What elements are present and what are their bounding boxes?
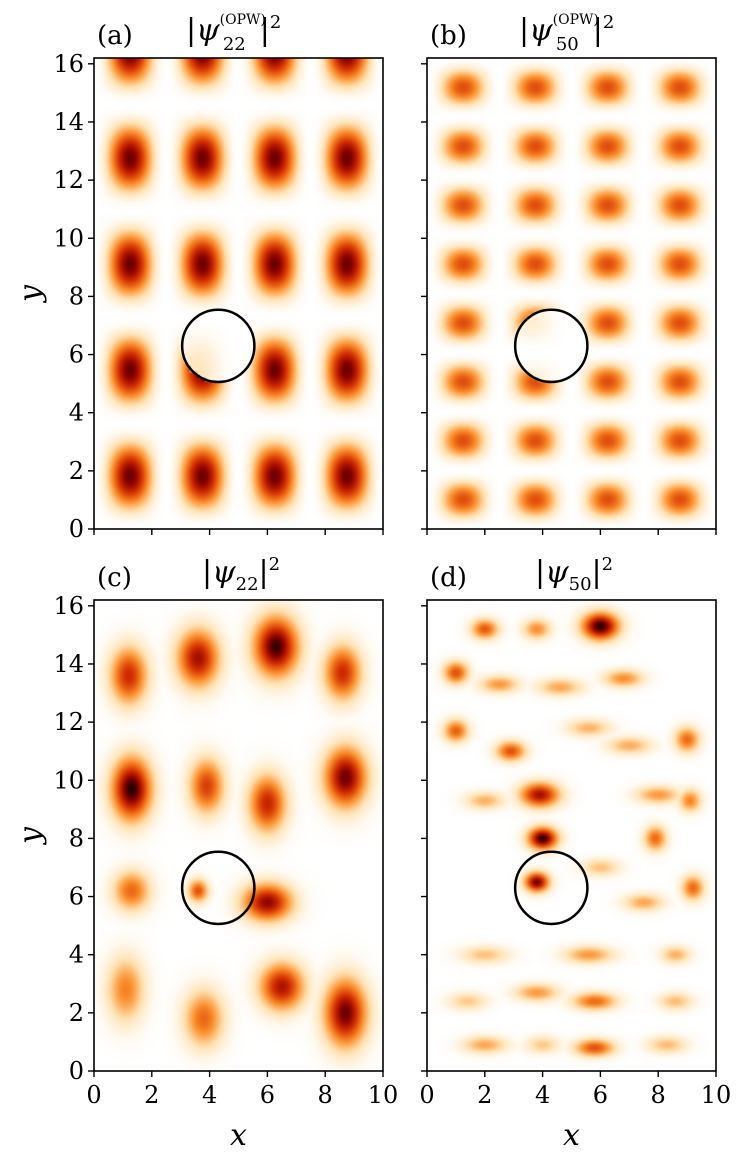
panel-c: 0 2 4 6 8 10 12 14 16 0 2 4 6 8 10 y x (c) |ψ22|2: [13, 554, 398, 1153]
y-tick-label: 16: [53, 50, 84, 78]
x-tick-label: 6: [593, 1081, 608, 1109]
y-tick-label: 12: [53, 166, 84, 194]
x-tick-label: 2: [477, 1081, 492, 1109]
x-tick-label: 6: [260, 1081, 275, 1109]
y-tick-label: 2: [69, 999, 84, 1027]
y-tick-label: 10: [53, 766, 84, 794]
y-tick-label: 8: [69, 282, 84, 310]
y-tick-label: 4: [69, 941, 84, 969]
y-axis-label: y: [13, 826, 48, 846]
x-tick-label: 0: [86, 1081, 101, 1109]
scatterer-circle: [513, 850, 589, 926]
plot-frame: [93, 599, 384, 1072]
plot-frame: [93, 57, 384, 530]
y-tick-label: 8: [69, 824, 84, 852]
plot-frame: [426, 599, 717, 1072]
y-tick-label: 0: [69, 1057, 84, 1085]
panel-title: |ψ50|2: [535, 554, 613, 595]
x-axis-label: x: [230, 1118, 247, 1153]
heatmap-image: [427, 58, 716, 529]
panel-title: |ψ22|2: [202, 554, 280, 595]
heatmap-image: [94, 58, 383, 529]
heatmap-image: [427, 600, 716, 1071]
x-tick-label: 4: [202, 1081, 217, 1109]
panel-b: (b) |ψ(OPW) 50 |2: [421, 12, 717, 535]
panel-title: |ψ(OPW) 22 |2: [186, 12, 281, 55]
y-axis-label: y: [13, 284, 48, 304]
x-tick-label: 2: [144, 1081, 159, 1109]
x-tick-label: 0: [419, 1081, 434, 1109]
x-tick-label: 8: [651, 1081, 666, 1109]
panel-a: 0 2 4 6 8 10 12 14 16 y (a) |ψ(OPW) 22 |2: [13, 12, 384, 543]
y-tick-label: 12: [53, 708, 84, 736]
scatterer-circle: [180, 308, 256, 384]
y-tick-label: 16: [53, 592, 84, 620]
y-tick-label: 6: [69, 341, 84, 369]
x-tick-label: 10: [701, 1081, 732, 1109]
y-tick-label: 0: [69, 515, 84, 543]
x-axis-label: x: [563, 1118, 580, 1153]
plot-frame: [426, 57, 717, 530]
x-tick-label: 4: [535, 1081, 550, 1109]
y-tick-label: 14: [53, 650, 84, 678]
panel-d: 0 2 4 6 8 10 x (d) |ψ50|2: [419, 554, 731, 1153]
scatterer-circle: [513, 308, 589, 384]
scatterer-circle: [180, 850, 256, 926]
heatmap-image: [94, 600, 383, 1071]
y-tick-label: 4: [69, 399, 84, 427]
y-tick-label: 2: [69, 457, 84, 485]
panel-letter: (a): [97, 21, 133, 51]
panel-title: |ψ(OPW) 50 |2: [519, 12, 614, 55]
x-tick-label: 10: [368, 1081, 399, 1109]
y-tick-label: 6: [69, 883, 84, 911]
panel-letter: (d): [430, 563, 467, 593]
y-tick-label: 14: [53, 108, 84, 136]
x-tick-label: 8: [318, 1081, 333, 1109]
panel-letter: (c): [97, 563, 132, 593]
y-tick-label: 10: [53, 224, 84, 252]
panel-letter: (b): [430, 21, 467, 51]
